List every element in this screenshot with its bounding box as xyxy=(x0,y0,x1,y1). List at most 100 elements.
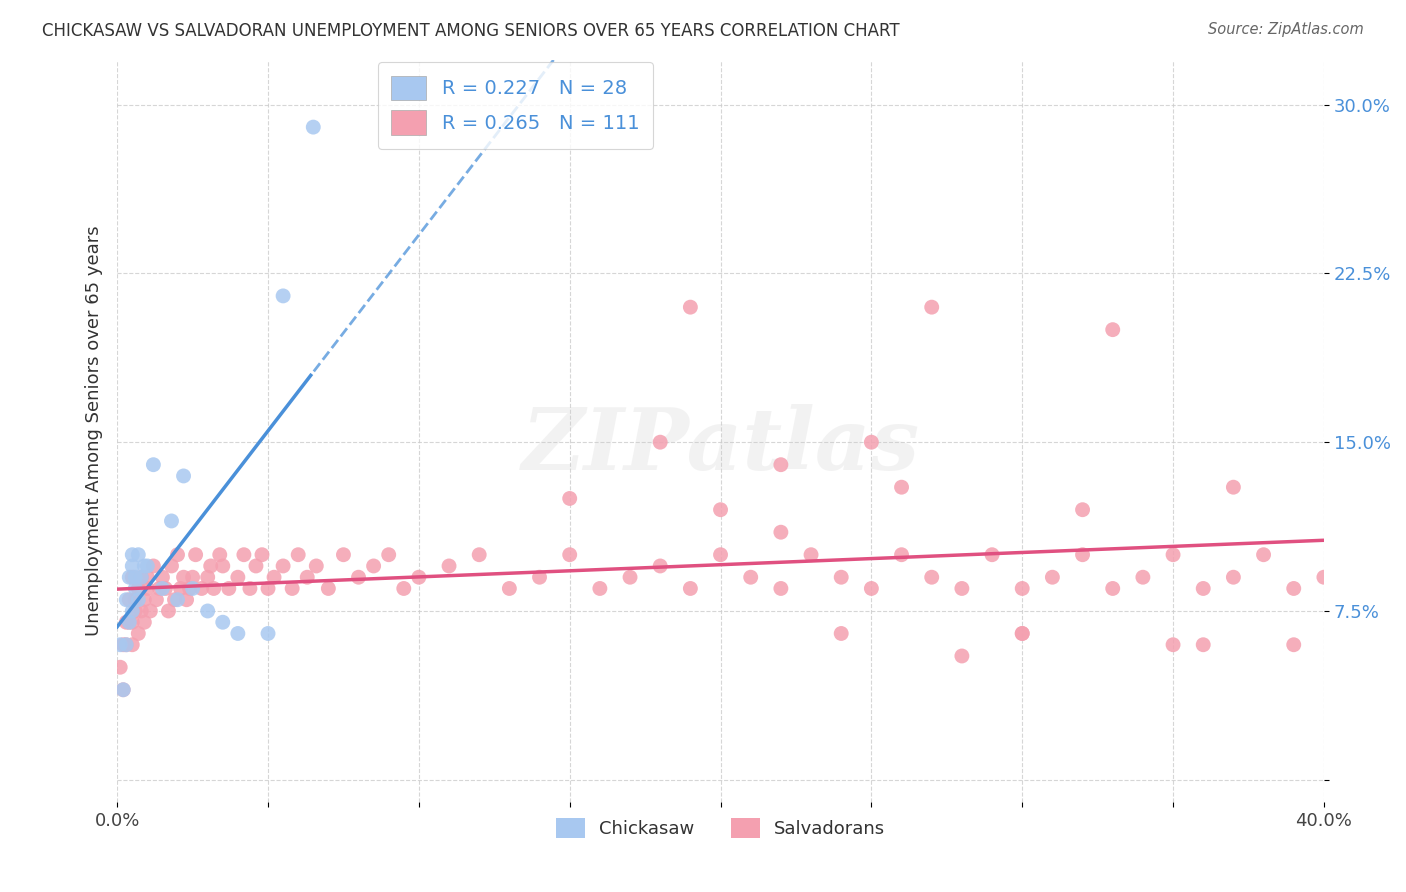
Point xyxy=(121,558,143,573)
Point xyxy=(211,615,233,630)
Point xyxy=(271,558,294,573)
Point xyxy=(589,582,612,596)
Point xyxy=(134,558,156,573)
Point xyxy=(890,548,912,562)
Point xyxy=(1101,582,1123,596)
Point xyxy=(118,570,141,584)
Point xyxy=(166,592,188,607)
Point xyxy=(142,458,165,472)
Point xyxy=(239,582,262,596)
Point xyxy=(263,570,285,584)
Point xyxy=(152,582,174,596)
Point xyxy=(112,638,135,652)
Point xyxy=(181,570,204,584)
Point xyxy=(118,615,141,630)
Point xyxy=(131,570,153,584)
Point xyxy=(226,570,249,584)
Point xyxy=(226,626,249,640)
Point xyxy=(127,548,149,562)
Point xyxy=(679,582,702,596)
Point xyxy=(121,638,143,652)
Point xyxy=(136,582,159,596)
Point xyxy=(127,582,149,596)
Point xyxy=(392,582,415,596)
Legend: Chickasaw, Salvadorans: Chickasaw, Salvadorans xyxy=(548,811,893,846)
Point xyxy=(297,570,319,584)
Point xyxy=(921,300,943,314)
Point xyxy=(127,626,149,640)
Point xyxy=(121,548,143,562)
Point xyxy=(134,615,156,630)
Point xyxy=(332,548,354,562)
Point xyxy=(1222,480,1244,494)
Point xyxy=(190,582,212,596)
Point xyxy=(1161,638,1184,652)
Point xyxy=(250,548,273,562)
Point xyxy=(148,582,170,596)
Point xyxy=(155,582,177,596)
Point xyxy=(176,592,198,607)
Point xyxy=(1192,638,1215,652)
Point xyxy=(619,570,641,584)
Point xyxy=(890,480,912,494)
Point xyxy=(769,525,792,540)
Point xyxy=(363,558,385,573)
Point xyxy=(197,570,219,584)
Point xyxy=(118,592,141,607)
Point xyxy=(287,548,309,562)
Point xyxy=(169,582,191,596)
Point xyxy=(232,548,254,562)
Point xyxy=(152,570,174,584)
Point xyxy=(830,570,852,584)
Point xyxy=(124,582,146,596)
Point xyxy=(281,582,304,596)
Point xyxy=(347,570,370,584)
Point xyxy=(197,604,219,618)
Point xyxy=(377,548,399,562)
Point xyxy=(257,582,280,596)
Point xyxy=(245,558,267,573)
Point xyxy=(124,592,146,607)
Point xyxy=(740,570,762,584)
Point xyxy=(1313,570,1336,584)
Point xyxy=(173,469,195,483)
Point xyxy=(202,582,225,596)
Point xyxy=(136,570,159,584)
Point xyxy=(769,458,792,472)
Point xyxy=(1282,582,1305,596)
Point xyxy=(118,615,141,630)
Point xyxy=(558,491,581,506)
Point xyxy=(860,435,883,450)
Point xyxy=(408,570,430,584)
Point xyxy=(134,592,156,607)
Point xyxy=(184,548,207,562)
Point xyxy=(179,582,201,596)
Point xyxy=(860,582,883,596)
Point xyxy=(437,558,460,573)
Point xyxy=(1011,626,1033,640)
Point xyxy=(166,548,188,562)
Point xyxy=(468,548,491,562)
Point xyxy=(173,570,195,584)
Point xyxy=(1071,502,1094,516)
Point xyxy=(921,570,943,584)
Y-axis label: Unemployment Among Seniors over 65 years: Unemployment Among Seniors over 65 years xyxy=(86,226,103,636)
Point xyxy=(709,502,731,516)
Point xyxy=(157,604,180,618)
Point xyxy=(769,582,792,596)
Point xyxy=(679,300,702,314)
Point xyxy=(115,592,138,607)
Point xyxy=(131,570,153,584)
Point xyxy=(1282,638,1305,652)
Point xyxy=(145,592,167,607)
Point xyxy=(108,660,131,674)
Point xyxy=(1071,548,1094,562)
Text: ZIPatlas: ZIPatlas xyxy=(522,404,920,488)
Point xyxy=(121,615,143,630)
Point xyxy=(318,582,340,596)
Point xyxy=(1132,570,1154,584)
Point xyxy=(211,558,233,573)
Point xyxy=(709,548,731,562)
Point xyxy=(257,626,280,640)
Point xyxy=(800,548,823,562)
